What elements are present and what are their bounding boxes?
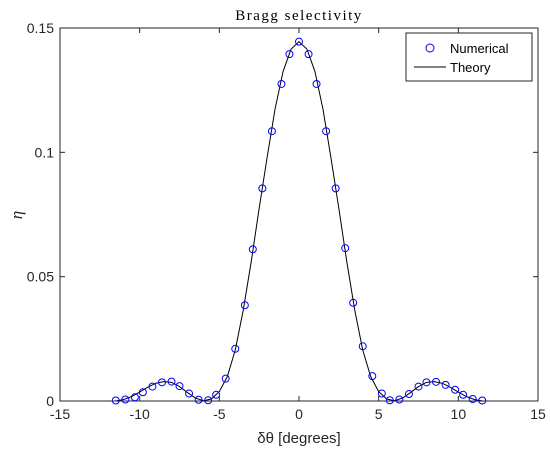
x-tick-label: 5: [375, 406, 383, 422]
series-numerical-point: [157, 378, 166, 387]
series-numerical-point: [267, 127, 276, 136]
legend-entry-numerical: Numerical: [450, 41, 509, 56]
series-numerical-point: [459, 390, 468, 399]
series-numerical-point: [368, 372, 377, 381]
series-numerical-point: [468, 395, 477, 404]
x-axis-ticks: [59, 28, 539, 401]
series-numerical-point: [377, 389, 386, 398]
series-numerical-point: [358, 342, 367, 351]
series-theory-line: [115, 40, 483, 402]
series-numerical-point: [194, 395, 203, 404]
x-tick-label: -15: [50, 406, 70, 422]
y-axis-tick-labels: 0 0.05 0.1 0.15: [27, 20, 54, 409]
series-numerical-point: [175, 382, 184, 391]
series-numerical-point: [404, 390, 413, 399]
series-numerical-point: [277, 79, 286, 88]
series-numerical-point: [185, 389, 194, 398]
series-numerical-point: [240, 301, 249, 310]
series-numerical-point: [138, 388, 147, 397]
chart-title: Bragg selectivity: [235, 8, 363, 24]
series-layer: [111, 37, 487, 405]
legend-entry-theory: Theory: [450, 60, 491, 75]
series-numerical-point: [285, 50, 294, 59]
series-numerical-point: [331, 184, 340, 193]
x-tick-label: 0: [295, 406, 303, 422]
x-tick-label: -10: [130, 406, 150, 422]
series-numerical-point: [341, 244, 350, 253]
series-numerical-point: [304, 50, 313, 59]
series-numerical-point: [441, 380, 450, 389]
chart-legend: Numerical Theory: [405, 32, 533, 82]
y-axis-ticks: [60, 27, 538, 402]
series-numerical-point: [349, 298, 358, 307]
series-numerical-point: [130, 393, 139, 402]
series-numerical-point: [322, 127, 331, 136]
x-tick-label: -5: [213, 406, 226, 422]
series-numerical-point: [414, 382, 423, 391]
legend-box: [405, 32, 533, 82]
series-numerical-point: [248, 245, 257, 254]
series-numerical-point: [258, 184, 267, 193]
x-tick-label: 15: [530, 406, 546, 422]
y-tick-label: 0: [46, 393, 54, 409]
series-numerical-point: [295, 37, 303, 46]
series-numerical-point: [167, 377, 176, 386]
series-numerical-point: [451, 385, 460, 394]
series-numerical-point: [204, 396, 213, 405]
x-axis-label: δθ [degrees]: [257, 430, 340, 447]
series-numerical-point: [395, 395, 404, 404]
y-axis-label: η: [7, 211, 26, 219]
y-tick-label: 0.05: [27, 269, 54, 285]
series-numerical-point: [478, 396, 487, 405]
series-numerical-point: [312, 79, 321, 88]
series-numerical-point: [385, 396, 394, 405]
series-numerical-point: [121, 395, 130, 404]
series-numerical-point: [432, 377, 441, 386]
series-numerical-point: [221, 374, 230, 383]
x-axis-tick-labels: -15 -10 -5 0 5 10 15: [50, 406, 546, 422]
x-tick-label: 10: [451, 406, 467, 422]
series-numerical-point: [148, 382, 157, 391]
legend-numerical-marker-icon: [425, 43, 435, 53]
series-numerical-point: [422, 378, 431, 387]
y-tick-label: 0.1: [35, 144, 55, 160]
y-tick-label: 0.15: [27, 20, 54, 36]
series-numerical-point: [212, 390, 221, 399]
series-numerical-point: [231, 344, 240, 353]
series-numerical-point: [111, 396, 120, 405]
